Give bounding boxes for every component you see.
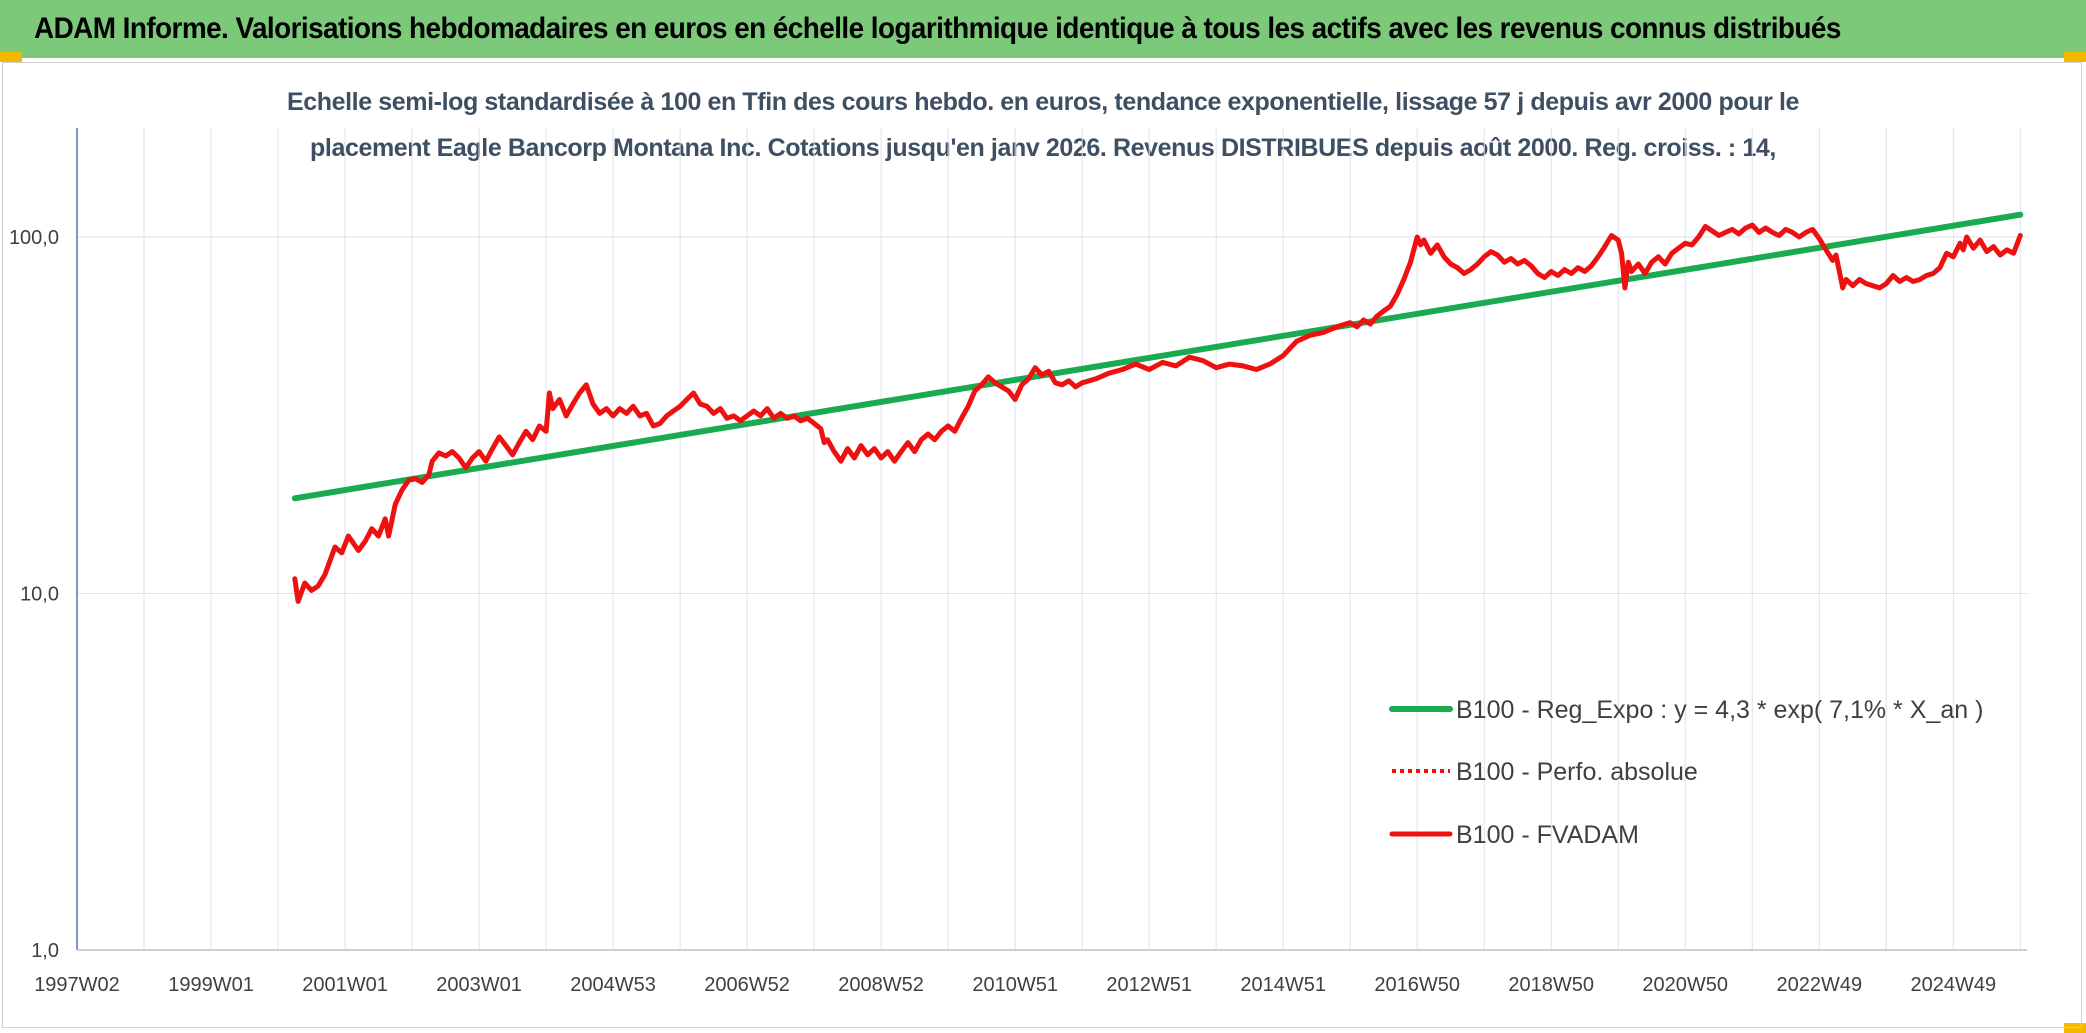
x-tick-label: 2024W49: [1910, 974, 1996, 996]
corner-marker-right: [2064, 52, 2086, 62]
chart-legend: B100 - Reg_Expo : y = 4,3 * exp( 7,1% * …: [1389, 696, 1983, 849]
x-tick-label: 2012W51: [1106, 974, 1192, 996]
axes: 1,0 10,0 100,0 1997W02 1999W01 2001W01 2003W01…: [9, 128, 2027, 996]
x-tick-label: 2010W51: [972, 974, 1058, 996]
x-tick-label: 2014W51: [1240, 974, 1326, 996]
corner-marker-left: [0, 52, 22, 62]
x-tick-label: 2003W01: [436, 974, 522, 996]
x-tick-label: 2020W50: [1642, 974, 1728, 996]
x-tick-label: 2001W01: [302, 974, 388, 996]
x-tick-label: 1999W01: [168, 974, 254, 996]
x-tick-label: 2016W50: [1374, 974, 1460, 996]
x-tick-label: 2008W52: [838, 974, 924, 996]
legend-label: B100 - Reg_Expo : y = 4,3 * exp( 7,1% * …: [1456, 696, 1983, 724]
series-line-solid-green: [291, 211, 2024, 502]
y-tick-label: 1,0: [31, 940, 59, 962]
x-tick-label: 1997W02: [34, 974, 120, 996]
x-tick-label: 2004W53: [570, 974, 656, 996]
x-tick-label: 2018W50: [1508, 974, 1594, 996]
corner-marker-bottom-right: [2064, 1023, 2086, 1033]
chart-title-line-2: placement Eagle Bancorp Montana Inc. Cot…: [310, 134, 1776, 162]
series-lines: [291, 211, 2024, 604]
chart-title-line-1: Echelle semi-log standardisée à 100 en T…: [286, 88, 1800, 116]
x-tick-label: 2006W52: [704, 974, 790, 996]
legend-label: B100 - Perfo. absolue: [1456, 758, 1698, 786]
legend-label: B100 - FVADAM: [1456, 821, 1639, 849]
y-tick-label: 100,0: [9, 227, 59, 249]
y-tick-label: 10,0: [20, 584, 59, 606]
report-title: ADAM Informe. Valorisations hebdomadaire…: [34, 12, 1841, 45]
x-tick-label: 2022W49: [1776, 974, 1862, 996]
chart-frame: [2, 62, 2082, 1028]
report-banner: ADAM Informe. Valorisations hebdomadaire…: [0, 0, 2086, 58]
grid-lines: [76, 128, 2027, 951]
series-line-solid-red: [292, 222, 2023, 604]
